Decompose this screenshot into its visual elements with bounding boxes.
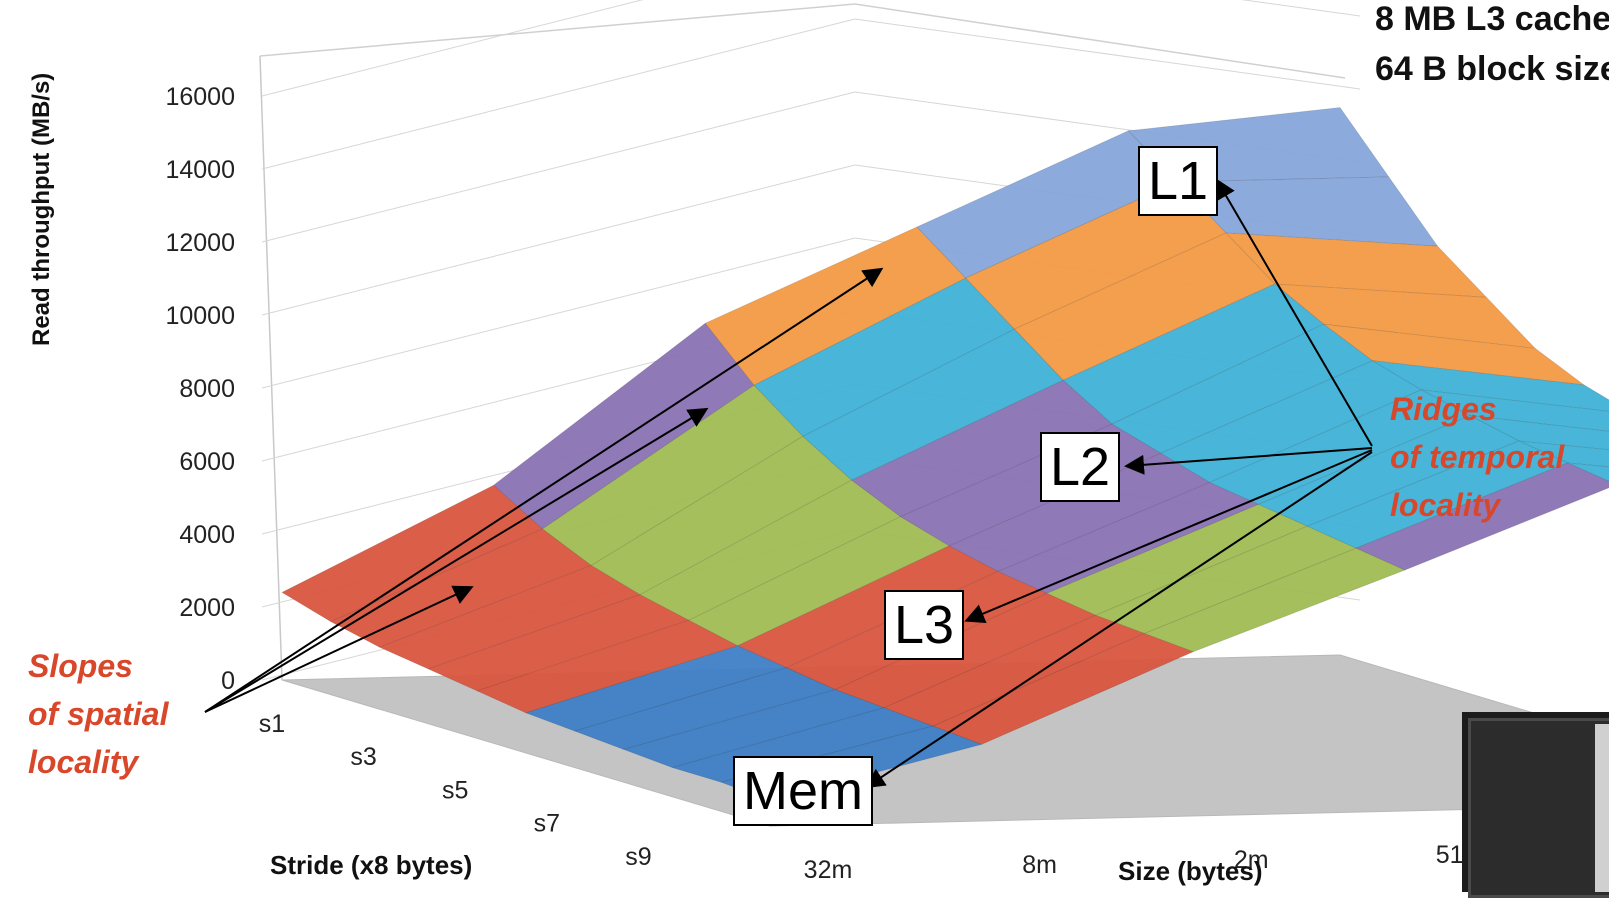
z-axis-label: Read throughput (MB/s) [28, 72, 55, 346]
stride-tick-s3: s3 [350, 743, 376, 771]
video-frame [1468, 718, 1609, 898]
l2-label: L2 [1040, 432, 1121, 502]
size-tick-8m: 8m [1022, 851, 1057, 879]
arrow-slope-2 [204, 407, 709, 713]
size-tick-2m: 2m [1234, 846, 1269, 874]
l3-label: L3 [884, 590, 965, 660]
gridline-left-5 [261, 164, 856, 316]
z-tick-14000: 14000 [165, 156, 235, 184]
spatial-note-line-1: Slopes [28, 648, 133, 684]
video-light-strip [1595, 724, 1609, 892]
presenter-video-thumbnail [1462, 712, 1609, 898]
size-tick-32m: 32m [804, 856, 853, 884]
z-tick-6000: 6000 [179, 448, 235, 476]
mem-label: Mem [733, 756, 873, 826]
stride-tick-s1: s1 [259, 710, 285, 738]
gridline-right-7 [854, 18, 1361, 90]
header-line-2: 64 B block size [1375, 50, 1609, 88]
z-tick-8000: 8000 [179, 375, 235, 403]
z-tick-10000: 10000 [165, 302, 235, 330]
chart-walls [259, 3, 1346, 681]
arrow-ridge-l2 [1124, 447, 1373, 475]
temporal-note-line-2: of temporal [1390, 439, 1565, 475]
x-axis-label: Stride (x8 bytes) [270, 850, 473, 880]
back-wall [282, 4, 855, 680]
annotation-arrows [204, 178, 1373, 789]
temporal-locality-note: Ridges of temporal locality [1390, 385, 1564, 529]
z-tick-2000: 2000 [179, 594, 235, 622]
z-tick-4000: 4000 [179, 521, 235, 549]
arrow-ridge-l3 [964, 449, 1373, 624]
arrow-ridge-l1 [1215, 178, 1373, 447]
stride-tick-s9: s9 [625, 843, 651, 871]
gridline-left-6 [261, 91, 856, 243]
spatial-note-line-3: locality [28, 744, 139, 780]
surface-cell-9-0 [1567, 462, 1609, 482]
gridline-right-8 [1240, 0, 1361, 17]
header-line-1: 8 MB L3 cache [1375, 0, 1609, 38]
back-wall-top-right [854, 3, 1346, 79]
spatial-locality-note: Slopes of spatial locality [28, 642, 168, 786]
z-tick-16000: 16000 [165, 83, 235, 111]
spatial-note-line-2: of spatial [28, 696, 169, 732]
temporal-note-line-1: Ridges [1390, 391, 1497, 427]
gridline-left-8 [261, 0, 644, 97]
stride-tick-s7: s7 [534, 810, 560, 838]
back-wall-top-left [259, 3, 856, 57]
y-axis-label: Size (bytes) [1118, 856, 1263, 886]
arrow-slope-3 [204, 585, 474, 713]
gridline-left-7 [261, 18, 856, 170]
stride-tick-s5: s5 [442, 776, 468, 804]
temporal-note-line-3: locality [1390, 487, 1501, 523]
z-axis-line [259, 55, 283, 681]
axis-tick-labels: 0 2000 4000 6000 8000 10000 12000 14000 16000 s1 s… [165, 83, 1490, 884]
z-tick-12000: 12000 [165, 229, 235, 257]
l1-label: L1 [1138, 146, 1219, 216]
arrow-ridge-mem [864, 451, 1373, 789]
gridline-left-4 [261, 237, 856, 389]
arrow-slope-1 [204, 267, 884, 713]
z-tick-0: 0 [221, 667, 235, 695]
